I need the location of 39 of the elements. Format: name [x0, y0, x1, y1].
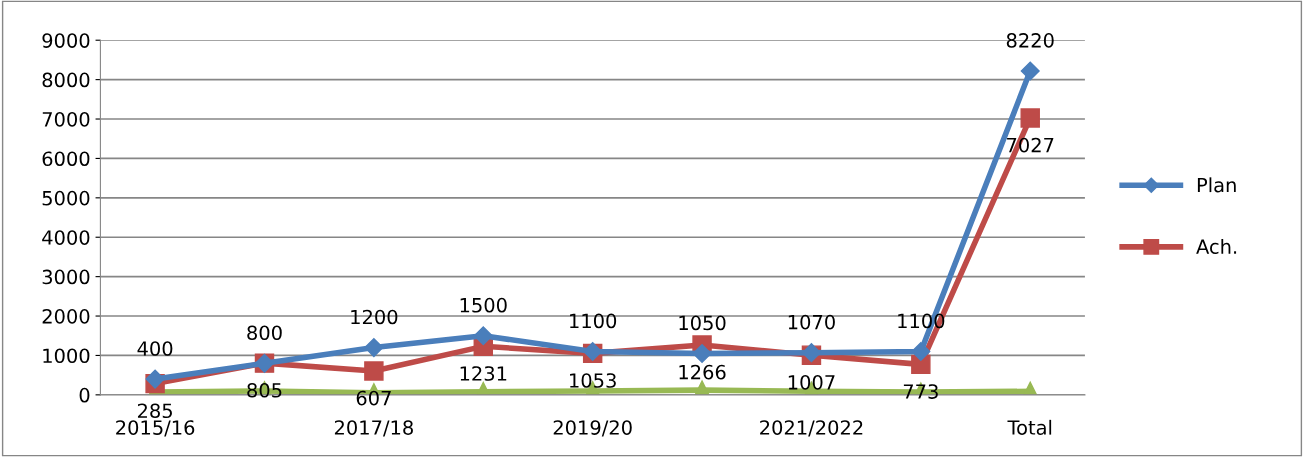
x-tick-label: 2017/18 — [334, 420, 413, 437]
point — [473, 326, 493, 346]
point — [692, 343, 712, 364]
y-tick-label: 0 — [79, 387, 90, 403]
data-label: 1500 — [460, 297, 507, 313]
point — [1020, 61, 1040, 81]
data-label: 1053 — [570, 373, 616, 388]
legend-label: Ach. — [1196, 238, 1237, 254]
x-tick-label: Total — [1007, 419, 1052, 435]
y-tick-label: 3000 — [42, 269, 90, 285]
data-label: 1050 — [679, 315, 726, 331]
y-tick-label: 2000 — [42, 309, 90, 324]
point — [364, 338, 384, 358]
legend-label: Plan — [1197, 177, 1236, 193]
data-label: 1070 — [788, 314, 835, 330]
y-tick-label: 6000 — [42, 151, 90, 167]
data-label: 1100 — [570, 313, 617, 329]
point — [145, 369, 165, 389]
y-tick-label: 5000 — [42, 190, 90, 206]
data-label: 8220 — [1006, 33, 1054, 48]
data-label: 1231 — [460, 366, 507, 381]
point — [1020, 108, 1040, 128]
data-label: 400 — [137, 341, 173, 356]
x-tick-label: 2021/2022 — [760, 420, 863, 437]
x-tick-label: 2015/16 — [116, 420, 195, 437]
y-tick-label: 8000 — [42, 72, 90, 88]
data-label: 285 — [137, 403, 172, 419]
point — [911, 341, 931, 362]
point — [364, 361, 384, 381]
y-tick-label: 1000 — [43, 348, 90, 364]
data-label: 1007 — [788, 374, 835, 390]
y-tick-label: 4000 — [42, 230, 90, 245]
x-tick-label: 2019/20 — [553, 420, 632, 437]
y-tick-label: 9000 — [42, 33, 90, 48]
y-tick-label: 7000 — [42, 111, 90, 127]
data-label: 800 — [247, 325, 282, 341]
data-label: 607 — [356, 390, 391, 406]
data-label: 1200 — [351, 309, 398, 325]
data-label: 1266 — [679, 364, 726, 380]
